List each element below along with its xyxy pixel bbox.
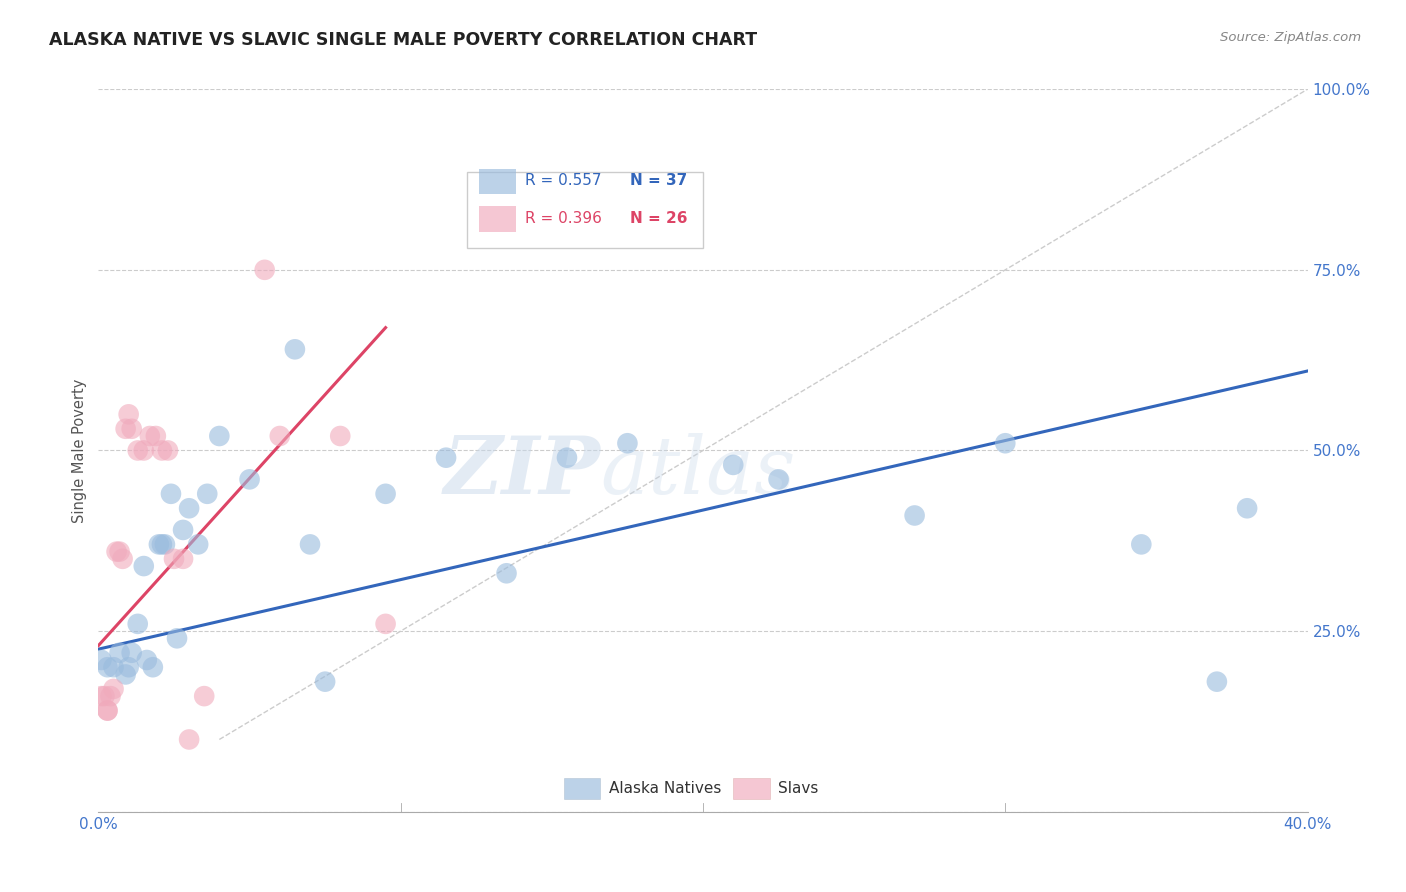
Point [153,537,176,551]
Point [100,689,122,703]
Point [132,559,155,574]
Point [121,646,143,660]
Point [208,429,231,443]
Point [108,544,131,558]
Text: R = 0.396: R = 0.396 [526,211,602,226]
Point [114,422,136,436]
Point [994,436,1017,450]
Point [103,681,125,696]
Point [150,537,173,551]
Point [142,660,165,674]
Point [253,262,276,277]
Text: ZIP: ZIP [443,434,600,511]
Point [187,537,209,551]
Point [768,472,790,486]
Point [269,429,291,443]
Point [139,429,162,443]
Point [121,422,143,436]
Point [1236,501,1258,516]
Point [179,501,201,516]
Point [1130,537,1153,551]
Point [90,653,112,667]
Point [904,508,927,523]
Point [114,667,136,681]
Y-axis label: Single Male Poverty: Single Male Poverty [72,378,87,523]
Point [616,436,638,450]
Point [132,443,155,458]
Point [156,443,179,458]
Point [108,646,131,660]
Point [495,566,517,581]
Point [163,551,186,566]
Point [160,487,183,501]
Point [239,472,262,486]
Text: N = 26: N = 26 [630,211,688,226]
Point [135,653,157,667]
Point [145,429,167,443]
Point [96,704,118,718]
Point [118,660,141,674]
Point [172,523,194,537]
Text: Alaska Natives: Alaska Natives [609,781,721,796]
Point [148,537,170,551]
Point [195,487,218,501]
Text: ALASKA NATIVE VS SLAVIC SINGLE MALE POVERTY CORRELATION CHART: ALASKA NATIVE VS SLAVIC SINGLE MALE POVE… [49,31,758,49]
FancyBboxPatch shape [734,779,769,798]
Point [103,660,125,674]
Text: atlas: atlas [600,434,796,511]
Point [329,429,352,443]
Point [96,704,118,718]
Point [127,616,149,631]
Point [723,458,745,472]
Text: Source: ZipAtlas.com: Source: ZipAtlas.com [1220,31,1361,45]
Point [434,450,457,465]
Point [172,551,194,566]
Point [118,407,141,421]
Point [374,616,396,631]
Text: R = 0.557: R = 0.557 [526,173,602,188]
Point [150,443,173,458]
Point [374,487,396,501]
FancyBboxPatch shape [564,779,600,798]
Point [96,660,118,674]
Point [166,632,188,646]
Point [111,551,134,566]
FancyBboxPatch shape [467,172,703,248]
Point [555,450,578,465]
Point [193,689,215,703]
FancyBboxPatch shape [479,169,516,194]
Point [93,689,115,703]
Text: N = 37: N = 37 [630,173,688,188]
Point [127,443,149,458]
Point [284,343,307,357]
Text: Slavs: Slavs [778,781,818,796]
Point [299,537,322,551]
Point [314,674,336,689]
Point [179,732,201,747]
FancyBboxPatch shape [479,206,516,232]
Point [90,689,112,703]
Point [105,544,128,558]
Point [1206,674,1229,689]
